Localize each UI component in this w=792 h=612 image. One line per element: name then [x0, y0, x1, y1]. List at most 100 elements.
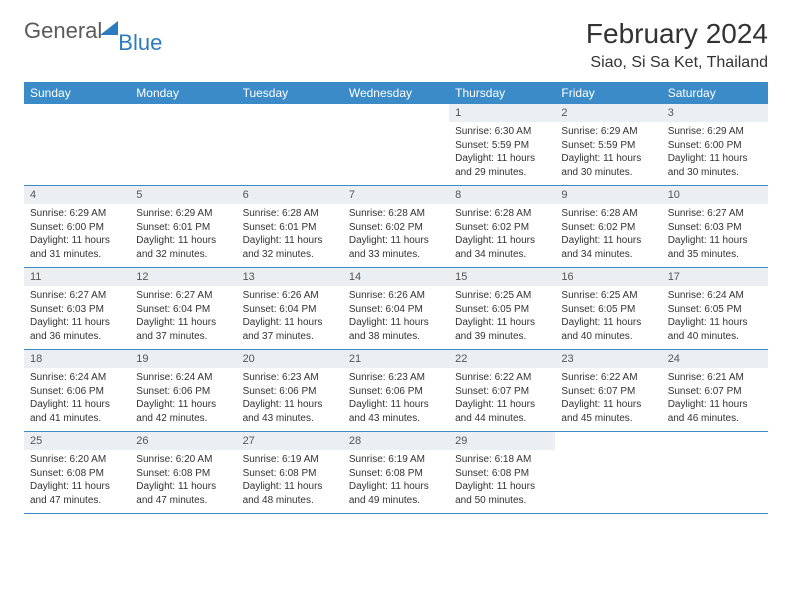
day-number-cell	[130, 104, 236, 122]
sunrise-line: Sunrise: 6:24 AM	[30, 371, 124, 385]
sunrise-line: Sunrise: 6:28 AM	[455, 207, 549, 221]
sunrise-line: Sunrise: 6:26 AM	[243, 289, 337, 303]
daylight-line: Daylight: 11 hours and 40 minutes.	[668, 316, 762, 343]
sunrise-line: Sunrise: 6:27 AM	[30, 289, 124, 303]
daylight-line: Daylight: 11 hours and 49 minutes.	[349, 480, 443, 507]
day-content-cell: Sunrise: 6:24 AMSunset: 6:06 PMDaylight:…	[130, 368, 236, 432]
sunrise-line: Sunrise: 6:28 AM	[349, 207, 443, 221]
day-number-cell	[662, 432, 768, 451]
daynum-row: 2526272829	[24, 432, 768, 451]
dow-header: Monday	[130, 82, 236, 104]
sunset-line: Sunset: 6:01 PM	[243, 221, 337, 235]
logo-sub: Blue	[118, 30, 162, 56]
sunset-line: Sunset: 6:08 PM	[243, 467, 337, 481]
dow-row: SundayMondayTuesdayWednesdayThursdayFrid…	[24, 82, 768, 104]
content-row: Sunrise: 6:29 AM Sunset: 6:00 PM Daylight:…	[24, 204, 768, 268]
month-title: February 2024	[586, 18, 768, 50]
day-content-cell: Sunrise: 6:28 AMSunset: 6:02 PMDaylight:…	[343, 204, 449, 268]
sunrise-line: Sunrise: 6:29 AM	[136, 207, 230, 221]
daylight-line: Daylight: 11 hours and 35 minutes.	[668, 234, 762, 261]
sunrise-line: Sunrise: 6:27 AM	[668, 207, 762, 221]
sunset-line: Sunset: 6:08 PM	[30, 467, 124, 481]
day-number-cell: 24	[662, 350, 768, 369]
sunset-line: Sunset: 6:05 PM	[668, 303, 762, 317]
daylight-line: Daylight: 11 hours and 38 minutes.	[349, 316, 443, 343]
day-content-cell: Sunrise: 6:23 AMSunset: 6:06 PMDaylight:…	[343, 368, 449, 432]
dow-header: Saturday	[662, 82, 768, 104]
day-content-cell: Sunrise: 6:30 AMSunset: 5:59 PMDaylight:…	[449, 122, 555, 186]
day-content-cell: Sunrise: 6:27 AMSunset: 6:03 PMDaylight:…	[662, 204, 768, 268]
sunrise-line: Sunrise: 6:25 AM	[561, 289, 655, 303]
daylight-line: Daylight: 11 hours and 36 minutes.	[30, 316, 124, 343]
day-number-cell: 8	[449, 186, 555, 205]
day-number-cell: 18	[24, 350, 130, 369]
day-number-cell: 10	[662, 186, 768, 205]
day-number-cell: 6	[237, 186, 343, 205]
sunset-line: Sunset: 6:03 PM	[30, 303, 124, 317]
logo-triangle-icon	[100, 21, 118, 35]
day-content-cell	[555, 450, 661, 514]
day-number-cell: 27	[237, 432, 343, 451]
day-number-cell: 12	[130, 268, 236, 287]
day-content-cell: Sunrise: 6:20 AMSunset: 6:08 PMDaylight:…	[24, 450, 130, 514]
day-content-cell: Sunrise: 6:29 AMSunset: 6:00 PMDaylight:…	[662, 122, 768, 186]
dow-header: Tuesday	[237, 82, 343, 104]
day-content-cell	[130, 122, 236, 186]
day-number-cell: 4	[24, 186, 130, 205]
daylight-line: Daylight: 11 hours and 29 minutes.	[455, 152, 549, 179]
day-content-cell: Sunrise: 6:26 AMSunset: 6:04 PMDaylight:…	[237, 286, 343, 350]
daylight-line: Daylight: 11 hours and 34 minutes.	[455, 234, 549, 261]
day-content-cell: Sunrise: 6:24 AMSunset: 6:06 PMDaylight:…	[24, 368, 130, 432]
day-content-cell: Sunrise: 6:27 AMSunset: 6:03 PMDaylight:…	[24, 286, 130, 350]
sunset-line: Sunset: 6:02 PM	[349, 221, 443, 235]
day-number-cell	[555, 432, 661, 451]
sunset-line: Sunset: 6:06 PM	[136, 385, 230, 399]
day-content-cell	[662, 450, 768, 514]
sunset-line: Sunset: 6:04 PM	[349, 303, 443, 317]
sunset-line: Sunset: 6:06 PM	[30, 385, 124, 399]
day-content-cell: Sunrise: 6:28 AMSunset: 6:01 PMDaylight:…	[237, 204, 343, 268]
sunrise-line: Sunrise: 6:30 AM	[455, 125, 549, 139]
daylight-line: Daylight: 11 hours and 32 minutes.	[243, 234, 337, 261]
daylight-line: Daylight: 11 hours and 44 minutes.	[455, 398, 549, 425]
sunrise-line: Sunrise: 6:25 AM	[455, 289, 549, 303]
daylight-line: Daylight: 11 hours and 37 minutes.	[243, 316, 337, 343]
day-content-cell: Sunrise: 6:19 AMSunset: 6:08 PMDaylight:…	[343, 450, 449, 514]
daylight-line: Daylight: 11 hours and 42 minutes.	[136, 398, 230, 425]
location: Siao, Si Sa Ket, Thailand	[586, 54, 768, 72]
sunset-line: Sunset: 6:04 PM	[243, 303, 337, 317]
daylight-line: Daylight: 11 hours and 47 minutes.	[30, 480, 124, 507]
day-number-cell: 5	[130, 186, 236, 205]
content-row: Sunrise: 6:20 AMSunset: 6:08 PMDaylight:…	[24, 450, 768, 514]
sunrise-line: Sunrise: 6:21 AM	[668, 371, 762, 385]
day-content-cell	[237, 122, 343, 186]
content-row: Sunrise: 6:30 AMSunset: 5:59 PMDaylight:…	[24, 122, 768, 186]
daylight-line: Daylight: 11 hours and 41 minutes.	[30, 398, 124, 425]
day-number-cell: 16	[555, 268, 661, 287]
day-number-cell: 3	[662, 104, 768, 122]
day-number-cell: 26	[130, 432, 236, 451]
day-number-cell	[237, 104, 343, 122]
day-number-cell	[343, 104, 449, 122]
daynum-row: 11121314151617	[24, 268, 768, 287]
sunset-line: Sunset: 6:03 PM	[668, 221, 762, 235]
sunset-line: Sunset: 6:01 PM	[136, 221, 230, 235]
day-number-cell: 20	[237, 350, 343, 369]
day-number-cell: 11	[24, 268, 130, 287]
day-content-cell: Sunrise: 6:22 AMSunset: 6:07 PMDaylight:…	[555, 368, 661, 432]
sunset-line: Sunset: 6:00 PM	[30, 221, 124, 235]
daylight-line: Daylight: 11 hours and 30 minutes.	[561, 152, 655, 179]
sunrise-line: Sunrise: 6:20 AM	[30, 453, 124, 467]
content-row: Sunrise: 6:24 AMSunset: 6:06 PMDaylight:…	[24, 368, 768, 432]
dow-header: Friday	[555, 82, 661, 104]
daylight-line: Daylight: 11 hours and 48 minutes.	[243, 480, 337, 507]
sunset-line: Sunset: 6:05 PM	[561, 303, 655, 317]
sunset-line: Sunset: 5:59 PM	[561, 139, 655, 153]
dow-header: Sunday	[24, 82, 130, 104]
sunset-line: Sunset: 6:07 PM	[668, 385, 762, 399]
sunrise-line: Sunrise: 6:23 AM	[349, 371, 443, 385]
day-number-cell: 17	[662, 268, 768, 287]
day-number-cell: 7	[343, 186, 449, 205]
sunset-line: Sunset: 6:08 PM	[455, 467, 549, 481]
sunrise-line: Sunrise: 6:18 AM	[455, 453, 549, 467]
